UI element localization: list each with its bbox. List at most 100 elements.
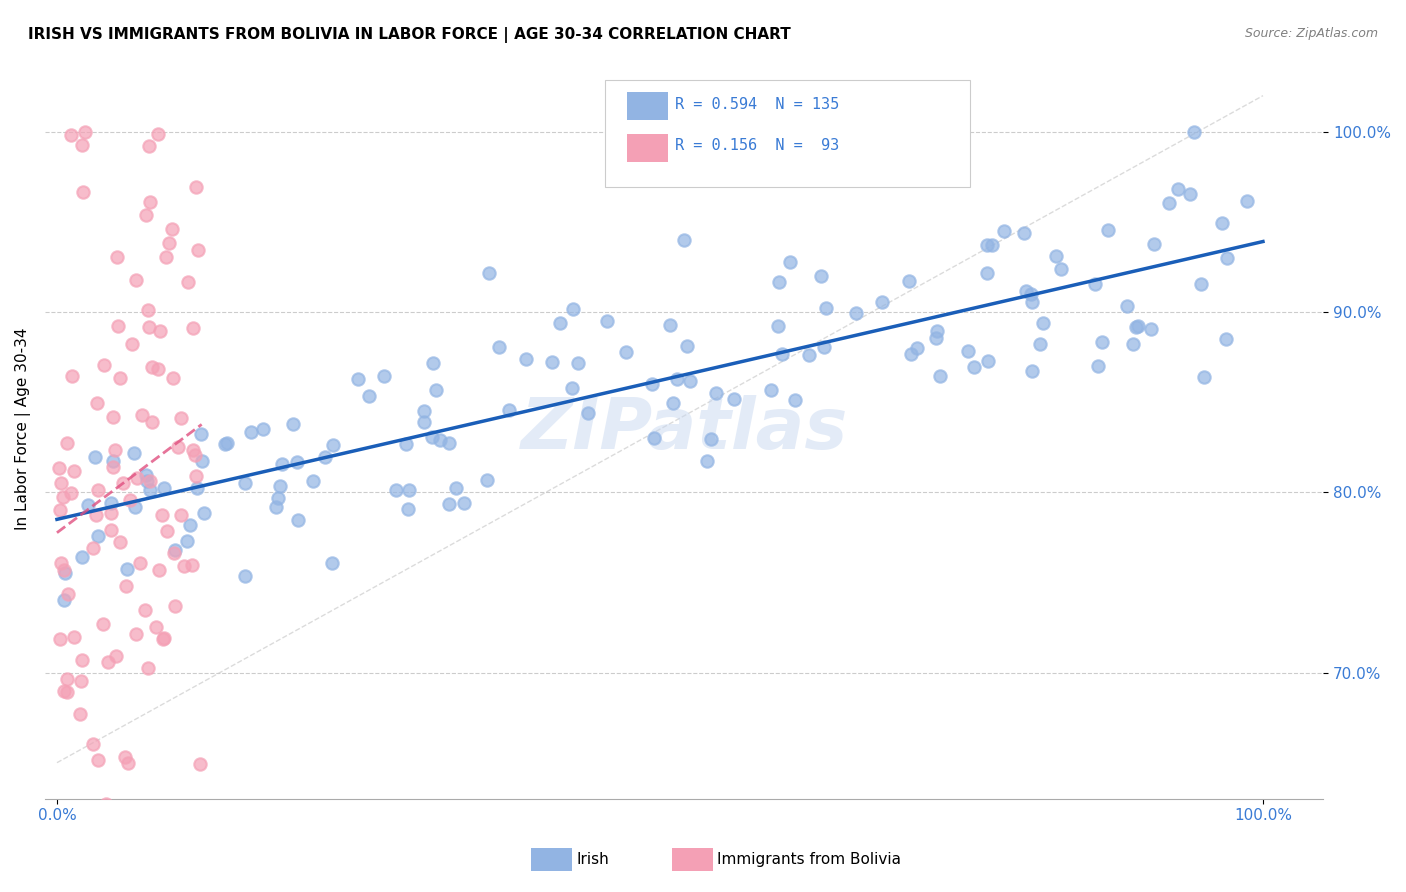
Point [49, 556, 72, 570]
Point [768, 275, 790, 289]
Point [193, 507, 215, 521]
Point [1090, 335, 1112, 350]
Point [76, 499, 98, 513]
Point [561, 381, 583, 395]
Point [177, 275, 200, 289]
Point [384, 483, 406, 497]
Point [69, 673, 91, 688]
Point [766, 318, 789, 333]
Text: Immigrants from Bolivia: Immigrants from Bolivia [717, 853, 901, 867]
Point [179, 517, 201, 532]
Text: ZIPatlas: ZIPatlas [520, 394, 848, 464]
Point [1167, 181, 1189, 195]
Point [269, 479, 291, 493]
Point [70, 549, 93, 564]
Point [814, 301, 837, 315]
Point [87, 753, 110, 767]
Point [146, 127, 169, 141]
Point [550, 316, 572, 330]
Point [810, 269, 832, 284]
Point [425, 383, 447, 397]
Point [322, 438, 344, 452]
Point [287, 512, 309, 526]
Point [108, 535, 131, 549]
Point [676, 339, 699, 353]
Point [110, 371, 132, 385]
Point [101, 454, 124, 468]
Point [145, 620, 167, 634]
Point [1019, 286, 1042, 301]
Point [444, 481, 467, 495]
Point [783, 393, 806, 408]
Point [87, 529, 110, 543]
Point [70, 138, 93, 153]
Point [1021, 295, 1043, 310]
Point [87, 483, 110, 498]
Point [662, 396, 685, 410]
Point [1178, 186, 1201, 201]
Point [1084, 277, 1107, 291]
Point [52, 593, 75, 607]
Point [264, 500, 287, 515]
Point [723, 392, 745, 407]
Point [100, 523, 122, 537]
Point [59, 128, 82, 142]
Point [156, 524, 179, 538]
Point [104, 442, 127, 457]
Point [127, 471, 149, 485]
Point [134, 603, 156, 617]
Point [93, 358, 115, 372]
Point [285, 455, 308, 469]
Point [118, 493, 141, 508]
Point [56, 436, 79, 450]
Point [125, 627, 148, 641]
Point [148, 563, 170, 577]
Point [138, 139, 160, 153]
Point [181, 321, 204, 335]
Point [373, 369, 395, 384]
Point [82, 737, 104, 751]
Point [1140, 322, 1163, 336]
Point [1189, 277, 1212, 292]
Point [576, 406, 599, 420]
Point [70, 653, 93, 667]
Text: Irish: Irish [576, 853, 609, 867]
Point [900, 347, 922, 361]
Point [898, 274, 921, 288]
Point [152, 632, 174, 646]
Point [596, 314, 619, 328]
Point [188, 756, 211, 771]
Point [84, 508, 107, 523]
Point [1021, 364, 1043, 378]
Point [114, 579, 136, 593]
Point [96, 797, 118, 812]
Point [813, 340, 835, 354]
Point [83, 450, 105, 465]
Point [135, 474, 157, 488]
Point [131, 408, 153, 422]
Point [190, 454, 212, 468]
Point [515, 352, 537, 367]
Point [180, 558, 202, 573]
Point [666, 372, 689, 386]
Point [429, 433, 451, 447]
Point [49, 476, 72, 491]
Point [321, 556, 343, 570]
Point [184, 448, 207, 462]
Point [173, 559, 195, 574]
Point [1125, 320, 1147, 334]
Point [124, 500, 146, 514]
Point [117, 756, 139, 770]
Point [146, 362, 169, 376]
Point [138, 319, 160, 334]
Point [779, 255, 801, 269]
Point [139, 195, 162, 210]
Point [112, 476, 135, 491]
Point [141, 416, 163, 430]
Point [152, 632, 174, 646]
Point [49, 632, 72, 647]
Point [761, 383, 783, 397]
Point [187, 243, 209, 257]
Point [673, 233, 696, 247]
Point [155, 250, 177, 264]
